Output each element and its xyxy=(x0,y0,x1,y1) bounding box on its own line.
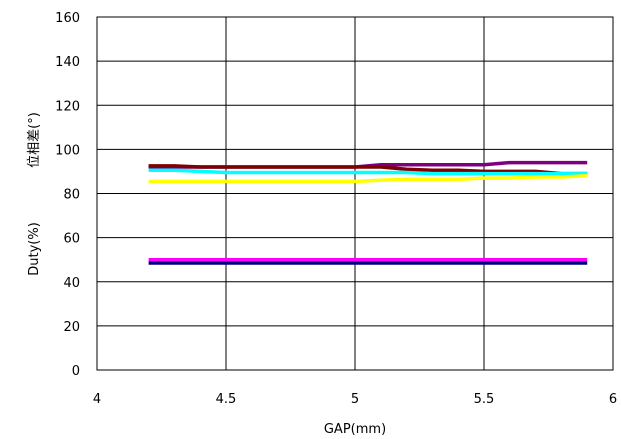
series-layer xyxy=(148,160,588,265)
y-axis-title-phase: 位相差(°) xyxy=(27,112,42,168)
x-tick-label: 5 xyxy=(351,392,359,407)
y-tick-label: 40 xyxy=(63,276,80,291)
y-tick-label: 100 xyxy=(55,143,80,158)
y-tick-label: 80 xyxy=(63,188,80,203)
y-tick-label: 20 xyxy=(63,320,80,335)
y-tick-label: 160 xyxy=(55,11,80,26)
y-tick-label: 140 xyxy=(55,55,80,70)
series-line-2 xyxy=(148,168,588,176)
x-axis-title: GAP(mm) xyxy=(324,422,386,437)
plot-border xyxy=(96,16,614,371)
x-tick-label: 4 xyxy=(93,392,101,407)
series-line-1 xyxy=(148,164,588,176)
y-tick-label: 120 xyxy=(55,99,80,114)
x-tick-label: 4.5 xyxy=(216,392,237,407)
y-tick-label: 0 xyxy=(72,364,80,379)
x-tick-label: 5.5 xyxy=(474,392,495,407)
x-tick-label: 6 xyxy=(609,392,617,407)
tick-labels: 0 20 40 60 80 100 120 140 160 4 4.5 5 5.5 6 xyxy=(55,11,617,407)
y-tick-label: 60 xyxy=(63,232,80,247)
y-axis-title-duty: Duty(%) xyxy=(27,222,42,276)
series-line-3 xyxy=(148,174,588,184)
